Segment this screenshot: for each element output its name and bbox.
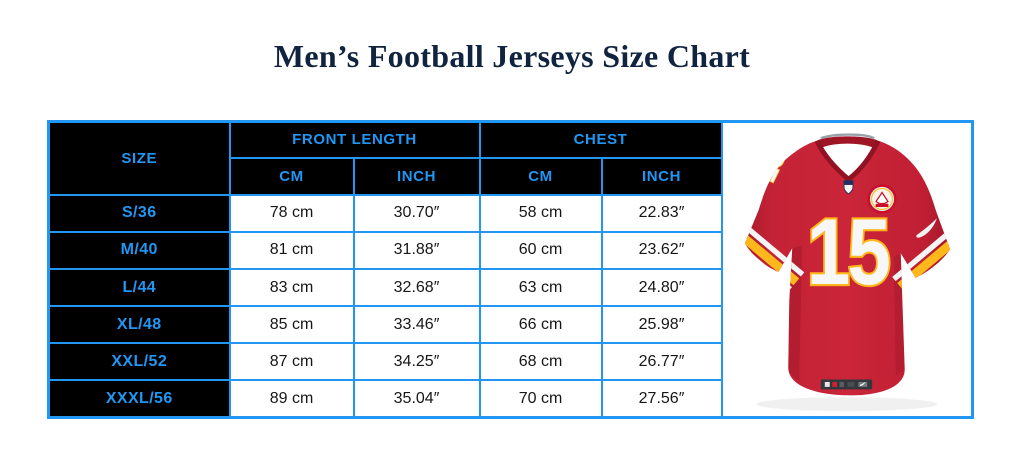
size-chart-table: SIZE FRONT LENGTH CHEST xyxy=(47,120,975,419)
size-label: S/36 xyxy=(47,193,231,233)
front-length-inch-value: 33.46″ xyxy=(352,305,481,345)
size-label: XXL/52 xyxy=(47,342,231,382)
size-label: M/40 xyxy=(47,230,231,270)
chest-inch-value: 23.62″ xyxy=(600,230,723,270)
jersey-chest-number-group: 15 xyxy=(805,199,894,307)
jersey-shadow xyxy=(756,397,938,412)
front-length-inch-value: 32.68″ xyxy=(352,267,481,308)
chest-inch-value: 22.83″ xyxy=(600,193,723,233)
jersey-illustration: 15 15 xyxy=(745,133,951,412)
front-length-cm-value: 81 cm xyxy=(228,230,355,270)
chest-cm-value: 70 cm xyxy=(478,379,603,419)
chest-cm-value: 60 cm xyxy=(478,230,603,270)
front-length-cm-value: 85 cm xyxy=(228,305,355,345)
chest-cm-value: 58 cm xyxy=(478,193,603,233)
col-header-front-length: FRONT LENGTH xyxy=(228,120,481,159)
chest-inch-value: 25.98″ xyxy=(600,305,723,345)
table-row: L/44 83 cm 32.68″ 63 cm 24.80″ xyxy=(47,267,973,308)
front-length-cm-value: 89 cm xyxy=(228,379,355,419)
team-patch-icon xyxy=(867,184,897,214)
table-row: M/40 81 cm 31.88″ 60 cm 23.62″ xyxy=(47,230,973,270)
front-length-inch-value: 30.70″ xyxy=(352,193,481,233)
size-label: L/44 xyxy=(47,267,231,308)
chest-cm-value: 68 cm xyxy=(478,342,603,382)
table-row: S/36 78 cm 30.70″ 58 cm 22.83″ xyxy=(47,193,973,233)
col-header-chest: CHEST xyxy=(478,120,723,159)
chest-inch-value: 26.77″ xyxy=(600,342,723,382)
front-length-cm-value: 87 cm xyxy=(228,342,355,382)
jersey-hem-tags xyxy=(821,379,873,390)
front-length-inch-value: 31.88″ xyxy=(352,230,481,270)
page-title: Men’s Football Jerseys Size Chart xyxy=(273,38,751,74)
table-row: XXL/52 87 cm 34.25″ 68 cm 26.77″ xyxy=(47,342,973,382)
table-row: XL/48 85 cm 33.46″ 66 cm 25.98″ xyxy=(47,305,973,345)
jersey-collar-gray-stripe xyxy=(820,133,875,140)
jersey-back-collar xyxy=(817,136,879,148)
front-length-inch-value: 34.25″ xyxy=(352,342,481,382)
sub-header-chest-cm: CM xyxy=(478,156,603,196)
front-length-cm-value: 78 cm xyxy=(228,193,355,233)
nike-swoosh-icon xyxy=(916,218,938,238)
col-header-size: SIZE xyxy=(47,120,231,196)
sub-header-chest-inch: INCH xyxy=(600,156,723,196)
chest-inch-value: 24.80″ xyxy=(600,267,723,308)
size-label: XL/48 xyxy=(47,305,231,345)
chest-cm-value: 63 cm xyxy=(478,267,603,308)
front-length-inch-value: 35.04″ xyxy=(352,379,481,419)
jersey-vneck-trim xyxy=(814,139,881,183)
size-label: XXXL/56 xyxy=(47,379,231,419)
nfl-shield-icon xyxy=(843,180,854,195)
front-length-cm-value: 83 cm xyxy=(228,267,355,308)
jersey-image: 15 15 xyxy=(720,120,974,419)
table-row: XXXL/56 89 cm 35.04″ 70 cm 27.56″ xyxy=(47,379,973,419)
sub-header-front-inch: INCH xyxy=(352,156,481,196)
chest-cm-value: 66 cm xyxy=(478,305,603,345)
chest-inch-value: 27.56″ xyxy=(600,379,723,419)
sub-header-front-cm: CM xyxy=(228,156,355,196)
jersey-chest-number: 15 xyxy=(807,201,889,305)
